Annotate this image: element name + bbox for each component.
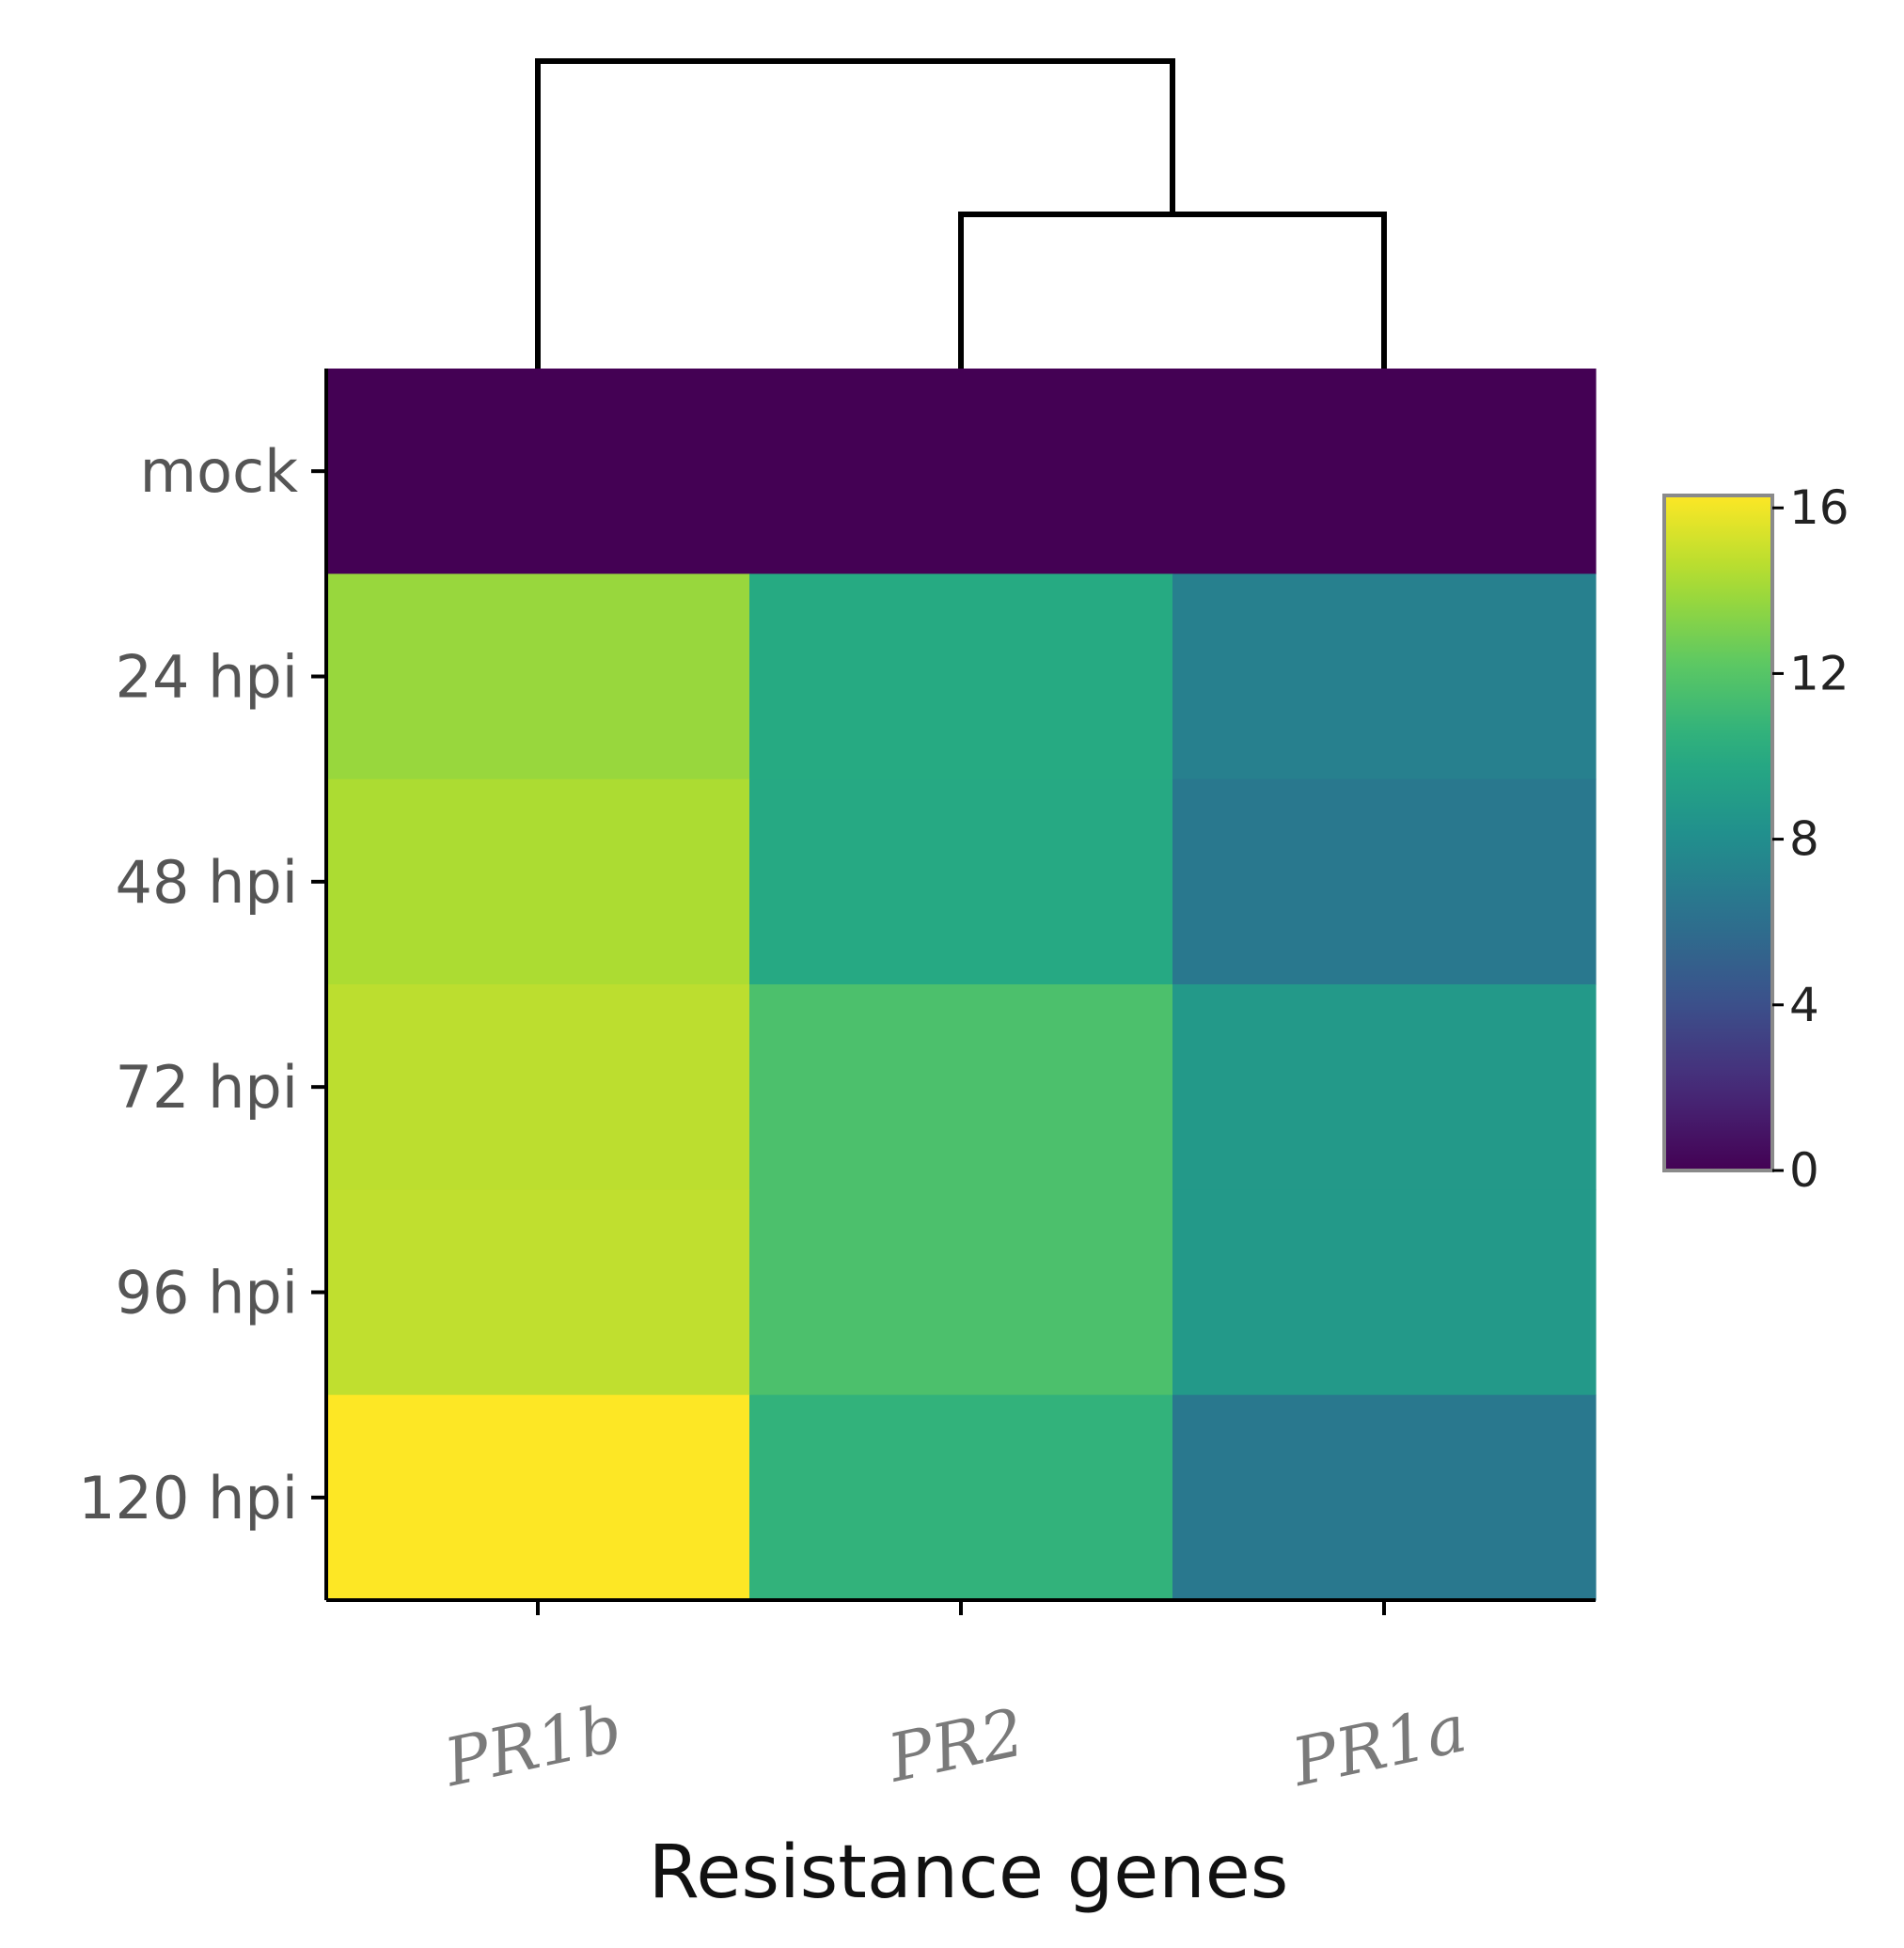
row-label-mock: mock [140,437,298,506]
heatmap-cell-48-hpi-PR2 [749,778,1173,985]
column-label-PR2: PR2 [880,1693,1031,1798]
heatmap-cell-72-hpi-PR1a [1172,984,1597,1190]
colorbar: 0 4 8 12 16 [1662,480,1849,1198]
heatmap-cell-72-hpi-PR2 [749,984,1173,1190]
heatmap-cell-mock-PR1a [1172,369,1597,574]
heatmap-cell-96-hpi-PR2 [749,1189,1173,1396]
heatmap-cell-72-hpi-PR1b [326,984,750,1190]
column-dendrogram [535,58,1387,371]
colorbar-tick-label: 16 [1789,480,1849,535]
colorbar-gradient [1662,494,1774,1172]
dendrogram-branch-inner [958,212,1387,371]
heatmap-cell-24-hpi-PR1a [1172,573,1597,780]
x-axis-title: Resistance genes [649,1830,1289,1915]
row-label-72-hpi: 72 hpi [116,1053,298,1122]
dendrogram-branch-outer [535,58,1175,371]
colorbar-tick-label: 8 [1789,812,1819,867]
heatmap-cell-96-hpi-PR1a [1172,1189,1597,1396]
heatmap-cell-120-hpi-PR2 [749,1394,1173,1601]
heatmap-cells [326,369,1597,1601]
column-labels: PR1b PR2 PR1a [436,1689,1473,1802]
row-label-120-hpi: 120 hpi [78,1464,298,1532]
heatmap-cell-120-hpi-PR1a [1172,1394,1597,1601]
heatmap-cell-24-hpi-PR1b [326,573,750,780]
colorbar-tick-label: 12 [1789,646,1849,700]
heatmap-cell-mock-PR2 [749,369,1173,574]
heatmap-axes [311,369,1596,1615]
heatmap-cell-48-hpi-PR1b [326,778,750,985]
colorbar-tick-label: 4 [1789,978,1819,1032]
colorbar-tick-label: 0 [1789,1143,1819,1198]
row-label-96-hpi: 96 hpi [116,1259,298,1327]
heatmap-cell-96-hpi-PR1b [326,1189,750,1396]
row-labels: mock 24 hpi 48 hpi 72 hpi 96 hpi 120 hpi [78,437,298,1532]
heatmap-cell-120-hpi-PR1b [326,1394,750,1601]
row-label-48-hpi: 48 hpi [116,848,298,917]
column-label-PR1a: PR1a [1284,1689,1473,1801]
row-label-24-hpi: 24 hpi [116,643,298,712]
heatmap-cell-48-hpi-PR1a [1172,778,1597,985]
heatmap-cell-mock-PR1b [326,369,750,574]
column-label-PR1b: PR1b [436,1689,628,1802]
heatmap-cell-24-hpi-PR2 [749,573,1173,780]
